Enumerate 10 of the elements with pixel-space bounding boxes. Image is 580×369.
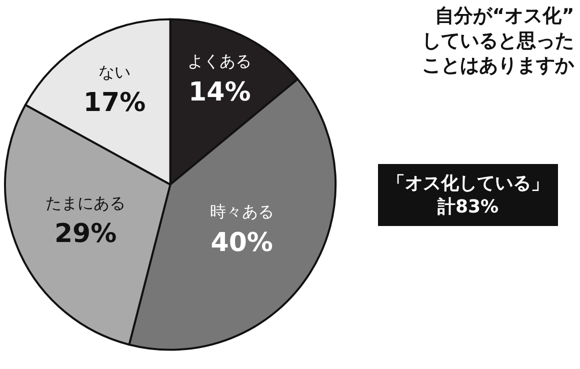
data-label: 14% [188,78,251,108]
data-label: 29% [54,219,117,250]
slice-label: 時々ある [210,202,274,221]
data-label: 40% [210,228,273,258]
data-label: 17% [83,88,146,118]
text: 「オス化している」計83% [387,173,549,218]
slice-label: たまにある [46,193,126,212]
slice-label: よくある [188,52,252,71]
slice-label: ない [98,62,131,82]
text: 自分が“オス化”していると思ったことはありますか [422,5,576,77]
